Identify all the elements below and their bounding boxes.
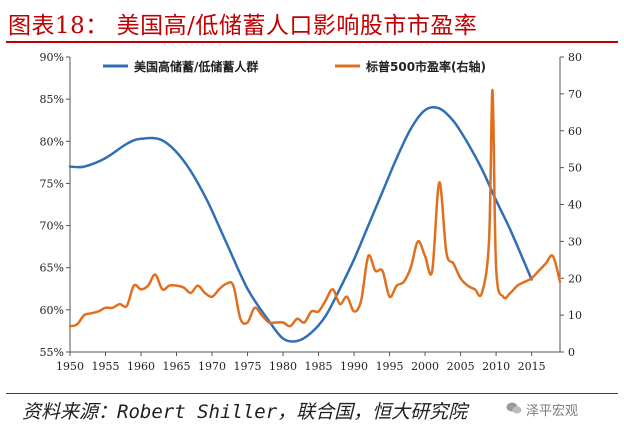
left-tick-label: 85%	[40, 93, 64, 106]
legend: 美国高储蓄/低储蓄人群 标普500市盈率(右轴)	[103, 59, 486, 74]
x-tick-label: 1955	[92, 360, 120, 373]
legend-label-blue: 美国高储蓄/低储蓄人群	[134, 59, 258, 74]
series-line-sp500-pe	[68, 88, 562, 328]
title-rule	[6, 41, 618, 43]
legend-label-orange: 标普500市盈率(右轴)	[365, 59, 486, 74]
x-tick-label: 1980	[269, 360, 297, 373]
left-tick-label: 75%	[40, 177, 64, 190]
left-tick-label: 65%	[40, 262, 64, 275]
x-tick-label: 1970	[198, 360, 226, 373]
right-tick-label: 60	[568, 125, 582, 138]
x-tick-label: 1950	[56, 360, 84, 373]
right-tick-label: 0	[568, 346, 575, 359]
right-tick-label: 20	[568, 272, 582, 285]
x-tick-label: 2010	[482, 360, 510, 373]
line-chart: 55% 60% 65% 70% 75% 80% 85% 90% 0 10 20 30 40 50 60 70 8…	[40, 51, 582, 373]
x-tick-label: 2000	[411, 360, 439, 373]
left-tick-label: 80%	[40, 135, 64, 148]
right-tick-label: 40	[568, 199, 582, 212]
x-tick-label: 1965	[163, 360, 191, 373]
right-tick-label: 30	[568, 235, 582, 248]
left-tick-label: 90%	[40, 51, 64, 64]
title-bar	[0, 0, 624, 44]
source-note: 资料来源：Robert Shiller，联合国，恒大研究院	[22, 401, 468, 423]
figure-title: 图表18： 美国高/低储蓄人口影响股市市盈率	[8, 13, 478, 39]
series-line-savers-ratio	[68, 106, 533, 343]
left-tick-label: 55%	[40, 346, 64, 359]
wechat-icon	[506, 402, 522, 414]
right-tick-label: 10	[568, 309, 582, 322]
right-tick-label: 50	[568, 162, 582, 175]
footer-rule	[6, 393, 618, 394]
x-tick-label: 1960	[127, 360, 155, 373]
x-tick-label: 2015	[518, 360, 546, 373]
x-tick-label: 2005	[447, 360, 475, 373]
x-tick-label: 1975	[234, 360, 262, 373]
x-tick-label: 1990	[340, 360, 368, 373]
x-tick-label: 1995	[376, 360, 404, 373]
right-tick-label: 80	[568, 51, 582, 64]
watermark: 泽平宏观	[526, 404, 579, 419]
axes: 55% 60% 65% 70% 75% 80% 85% 90% 0 10 20 30 40 50 60 70 8…	[40, 51, 582, 373]
series-layer	[68, 88, 562, 343]
left-tick-label: 60%	[40, 304, 64, 317]
x-tick-label: 1985	[305, 360, 333, 373]
right-tick-label: 70	[568, 88, 582, 101]
left-tick-label: 70%	[40, 220, 64, 233]
